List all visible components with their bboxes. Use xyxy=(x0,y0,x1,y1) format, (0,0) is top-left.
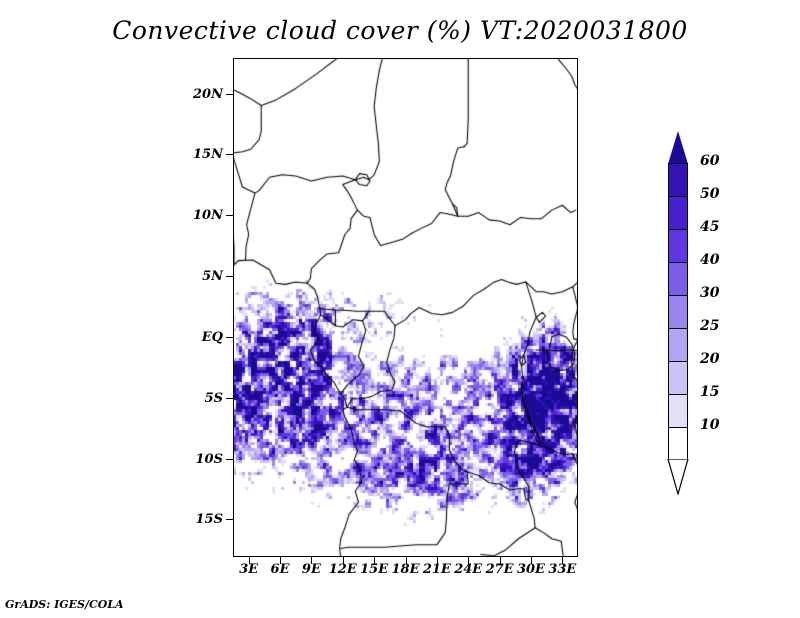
y-axis-tick xyxy=(226,336,233,338)
x-axis-label: 21E xyxy=(422,562,451,577)
page-title: Convective cloud cover (%) VT:2020031800 xyxy=(112,16,688,45)
x-axis-label: 33E xyxy=(548,562,577,577)
x-axis-label: 15E xyxy=(360,562,389,577)
y-axis-tick xyxy=(226,215,233,217)
x-axis-label: 6E xyxy=(270,562,290,577)
colorbar-tick-label: 15 xyxy=(700,384,720,400)
x-axis-tick xyxy=(499,557,501,564)
x-axis-label: 12E xyxy=(328,562,357,577)
x-axis-label: 9E xyxy=(301,562,321,577)
colorbar-band xyxy=(669,164,687,197)
colorbar-band xyxy=(669,230,687,263)
colorbar xyxy=(667,129,689,495)
colorbar-tick-label: 20 xyxy=(700,351,720,367)
x-axis-tick xyxy=(342,557,344,564)
colorbar-tick-label: 60 xyxy=(700,153,720,169)
colorbar-tick-label: 10 xyxy=(700,417,720,433)
x-axis-label: 24E xyxy=(454,562,483,577)
y-axis-tick xyxy=(226,276,233,278)
x-axis-tick xyxy=(436,557,438,564)
y-axis-tick xyxy=(226,93,233,95)
x-axis-tick xyxy=(405,557,407,564)
x-axis-tick xyxy=(311,557,313,564)
colorbar-band xyxy=(669,395,687,428)
colorbar-tick-label: 50 xyxy=(700,186,720,202)
x-axis-tick xyxy=(468,557,470,564)
x-axis-tick xyxy=(562,557,564,564)
y-axis-label: 10S xyxy=(195,451,223,467)
y-axis-tick xyxy=(226,519,233,521)
x-axis-label: 18E xyxy=(391,562,420,577)
x-axis-tick xyxy=(530,557,532,564)
y-axis-tick xyxy=(226,397,233,399)
x-axis-label: 27E xyxy=(485,562,514,577)
x-axis-label: 30E xyxy=(516,562,545,577)
colorbar-band xyxy=(669,197,687,230)
cloud-cover-heatmap xyxy=(233,58,578,557)
y-axis-label: 20N xyxy=(193,86,223,102)
colorbar-tick-label: 30 xyxy=(700,285,720,301)
y-axis-label: 15N xyxy=(193,147,223,163)
colorbar-band xyxy=(669,428,687,461)
colorbar-band xyxy=(669,329,687,362)
x-axis-tick xyxy=(374,557,376,564)
y-axis-tick xyxy=(226,154,233,156)
colorbar-band xyxy=(669,362,687,395)
map-plot-area xyxy=(233,58,578,557)
y-axis-label: EQ xyxy=(201,329,223,345)
attribution-footer: GrADS: IGES/COLA xyxy=(5,598,124,611)
colorbar-band xyxy=(669,263,687,296)
y-axis-label: 15S xyxy=(195,512,223,528)
colorbar-tick-label: 25 xyxy=(700,318,720,334)
x-axis-label: 3E xyxy=(239,562,259,577)
colorbar-tick-label: 45 xyxy=(700,219,720,235)
x-axis-tick xyxy=(248,557,250,564)
y-axis-tick xyxy=(226,458,233,460)
y-axis-label: 10N xyxy=(193,208,223,224)
x-axis-tick xyxy=(280,557,282,564)
colorbar-tick-label: 40 xyxy=(700,252,720,268)
colorbar-top-arrow xyxy=(668,131,688,164)
colorbar-bands xyxy=(668,163,688,461)
y-axis-label: 5N xyxy=(202,269,223,285)
colorbar-bottom-arrow xyxy=(667,459,689,495)
colorbar-band xyxy=(669,296,687,329)
y-axis-label: 5S xyxy=(204,390,223,406)
